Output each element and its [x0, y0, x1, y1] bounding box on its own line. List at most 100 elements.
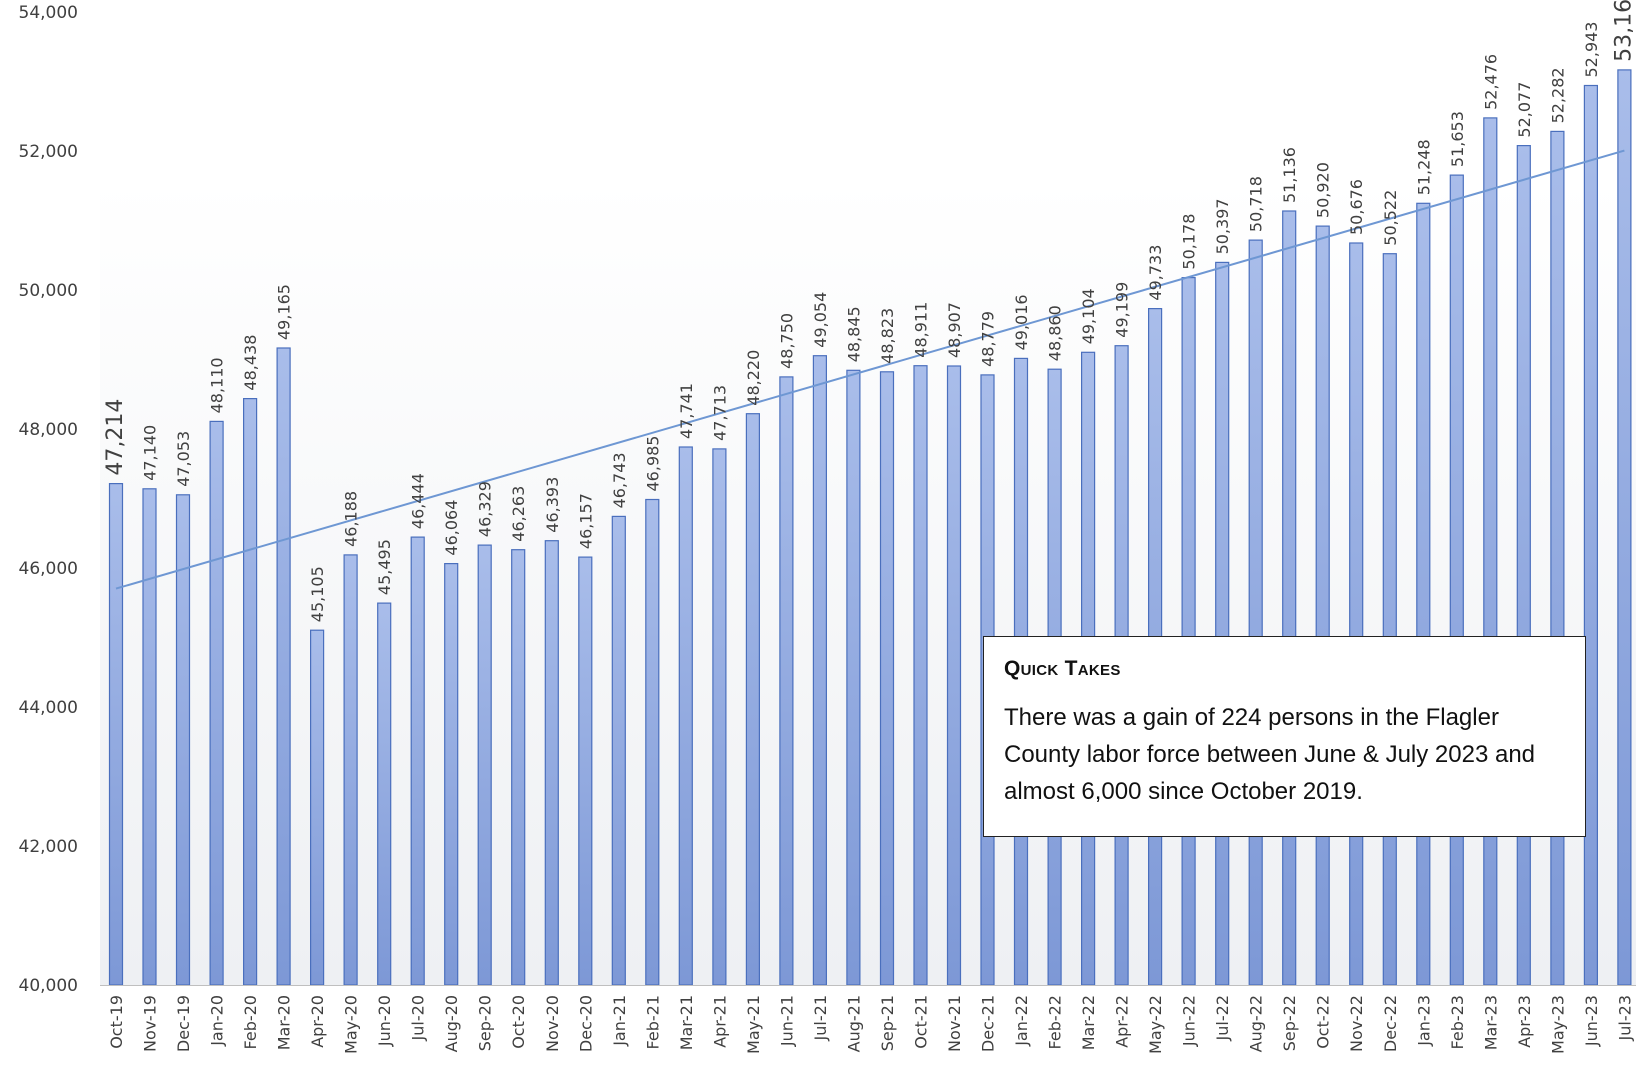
bar: [1315, 225, 1330, 986]
data-label: 50,676: [1347, 179, 1366, 235]
data-label: 48,860: [1046, 305, 1065, 361]
bar: [1617, 69, 1632, 986]
y-axis: 40,000 42,000 44,000 46,000 48,000 50,000 52,0…: [19, 3, 78, 996]
x-tick-label: Oct-21: [912, 995, 931, 1049]
data-label: 47,214: [103, 399, 128, 476]
x-tick-label: Nov-21: [945, 995, 964, 1052]
x-tick-label: Jan-20: [208, 995, 227, 1047]
x-tick-label: Dec-21: [979, 995, 998, 1052]
data-label: 46,188: [342, 491, 361, 547]
bar: [1550, 130, 1565, 986]
x-tick-label: Dec-20: [576, 995, 595, 1052]
x-tick-label: Nov-20: [543, 995, 562, 1052]
bar: [1583, 84, 1599, 986]
data-label: 48,750: [777, 313, 796, 369]
data-label: 46,263: [509, 486, 528, 542]
data-label: 52,943: [1582, 22, 1601, 78]
x-tick-label: Feb-20: [241, 995, 260, 1049]
bar: [544, 540, 559, 986]
x-tick-label: Sep-22: [1280, 995, 1299, 1051]
data-label: 46,985: [643, 436, 662, 492]
data-label: 46,157: [576, 493, 595, 549]
x-tick-label: Apr-23: [1515, 995, 1534, 1048]
data-label: 46,444: [409, 473, 428, 529]
bar: [477, 544, 492, 986]
x-tick-label: Sep-20: [476, 995, 495, 1051]
bar: [1516, 145, 1531, 986]
data-label: 52,282: [1548, 67, 1567, 123]
x-tick-label: Apr-20: [308, 995, 327, 1048]
bar: [444, 562, 459, 986]
bar: [1215, 261, 1230, 986]
bar: [310, 629, 325, 986]
x-tick-label: May-20: [342, 995, 361, 1054]
data-label: 51,136: [1280, 147, 1299, 203]
data-label: 49,016: [1012, 294, 1031, 350]
data-label: 46,393: [543, 477, 562, 533]
x-tick-label: Jan-23: [1414, 995, 1433, 1047]
bar: [1382, 253, 1397, 986]
data-label: 51,248: [1414, 139, 1433, 195]
x-tick-label: Jul-23: [1615, 995, 1634, 1041]
bar: [946, 365, 962, 986]
data-label: 46,329: [476, 481, 495, 537]
data-label: 47,140: [141, 425, 160, 481]
bar: [745, 413, 761, 986]
y-tick-label: 48,000: [19, 420, 78, 440]
trendline: [115, 149, 1625, 590]
y-tick-label: 42,000: [19, 837, 78, 857]
data-label: 53,167: [1611, 0, 1636, 62]
bar: [209, 420, 224, 986]
y-tick-label: 40,000: [19, 976, 78, 996]
bar: [678, 446, 693, 986]
x-tick-label: Feb-21: [643, 995, 662, 1049]
data-label: 48,220: [744, 350, 763, 406]
data-label: 52,476: [1481, 54, 1500, 110]
bar: [1282, 210, 1297, 986]
data-label: 51,653: [1448, 111, 1467, 167]
bar: [1416, 202, 1431, 986]
bar: [879, 371, 895, 986]
x-tick-label: Mar-21: [677, 995, 696, 1050]
bar: [846, 369, 861, 986]
bar: [142, 488, 157, 986]
y-tick-label: 46,000: [19, 559, 78, 579]
x-tick-label: May-23: [1548, 995, 1567, 1054]
bar: [243, 398, 258, 986]
bar: [410, 536, 425, 986]
plot-background: [100, 180, 1636, 985]
x-tick-label: Jul-20: [409, 995, 428, 1041]
bar: [377, 602, 392, 986]
x-tick-label: Jun-22: [1180, 995, 1199, 1047]
bar: [1483, 117, 1498, 986]
bar: [611, 515, 626, 986]
y-tick-label: 52,000: [19, 142, 78, 162]
bar: [343, 554, 358, 986]
data-labels: 47,214 47,140 47,053 48,110 48,438 49,165 45,1…: [103, 0, 1636, 622]
data-label: 49,199: [1113, 282, 1132, 338]
bar: [276, 347, 291, 986]
quick-takes-box: Quick Takes There was a gain of 224 pers…: [983, 636, 1586, 837]
bar: [1449, 174, 1464, 986]
x-tick-label: Aug-20: [442, 995, 461, 1052]
bar: [645, 498, 660, 986]
data-label: 47,713: [710, 385, 729, 441]
data-label: 46,064: [442, 500, 461, 556]
bar: [1349, 242, 1364, 986]
x-tick-label: Nov-22: [1347, 995, 1366, 1052]
x-tick-label: Oct-20: [509, 995, 528, 1049]
x-tick-label: May-22: [1146, 995, 1165, 1054]
x-tick-label: Jun-21: [777, 995, 796, 1047]
data-label: 50,397: [1213, 198, 1232, 254]
x-tick-label: Feb-22: [1046, 995, 1065, 1049]
x-tick-label: Jul-21: [811, 995, 830, 1041]
data-label: 50,178: [1180, 214, 1199, 270]
x-tick-label: Jan-22: [1012, 995, 1031, 1047]
x-tick-label: Apr-21: [710, 995, 729, 1048]
x-tick-label: Oct-22: [1314, 995, 1333, 1049]
data-label: 48,907: [945, 302, 964, 358]
x-tick-label: Feb-23: [1448, 995, 1467, 1049]
data-label: 46,743: [610, 452, 629, 508]
trendline-line: [115, 149, 1625, 590]
